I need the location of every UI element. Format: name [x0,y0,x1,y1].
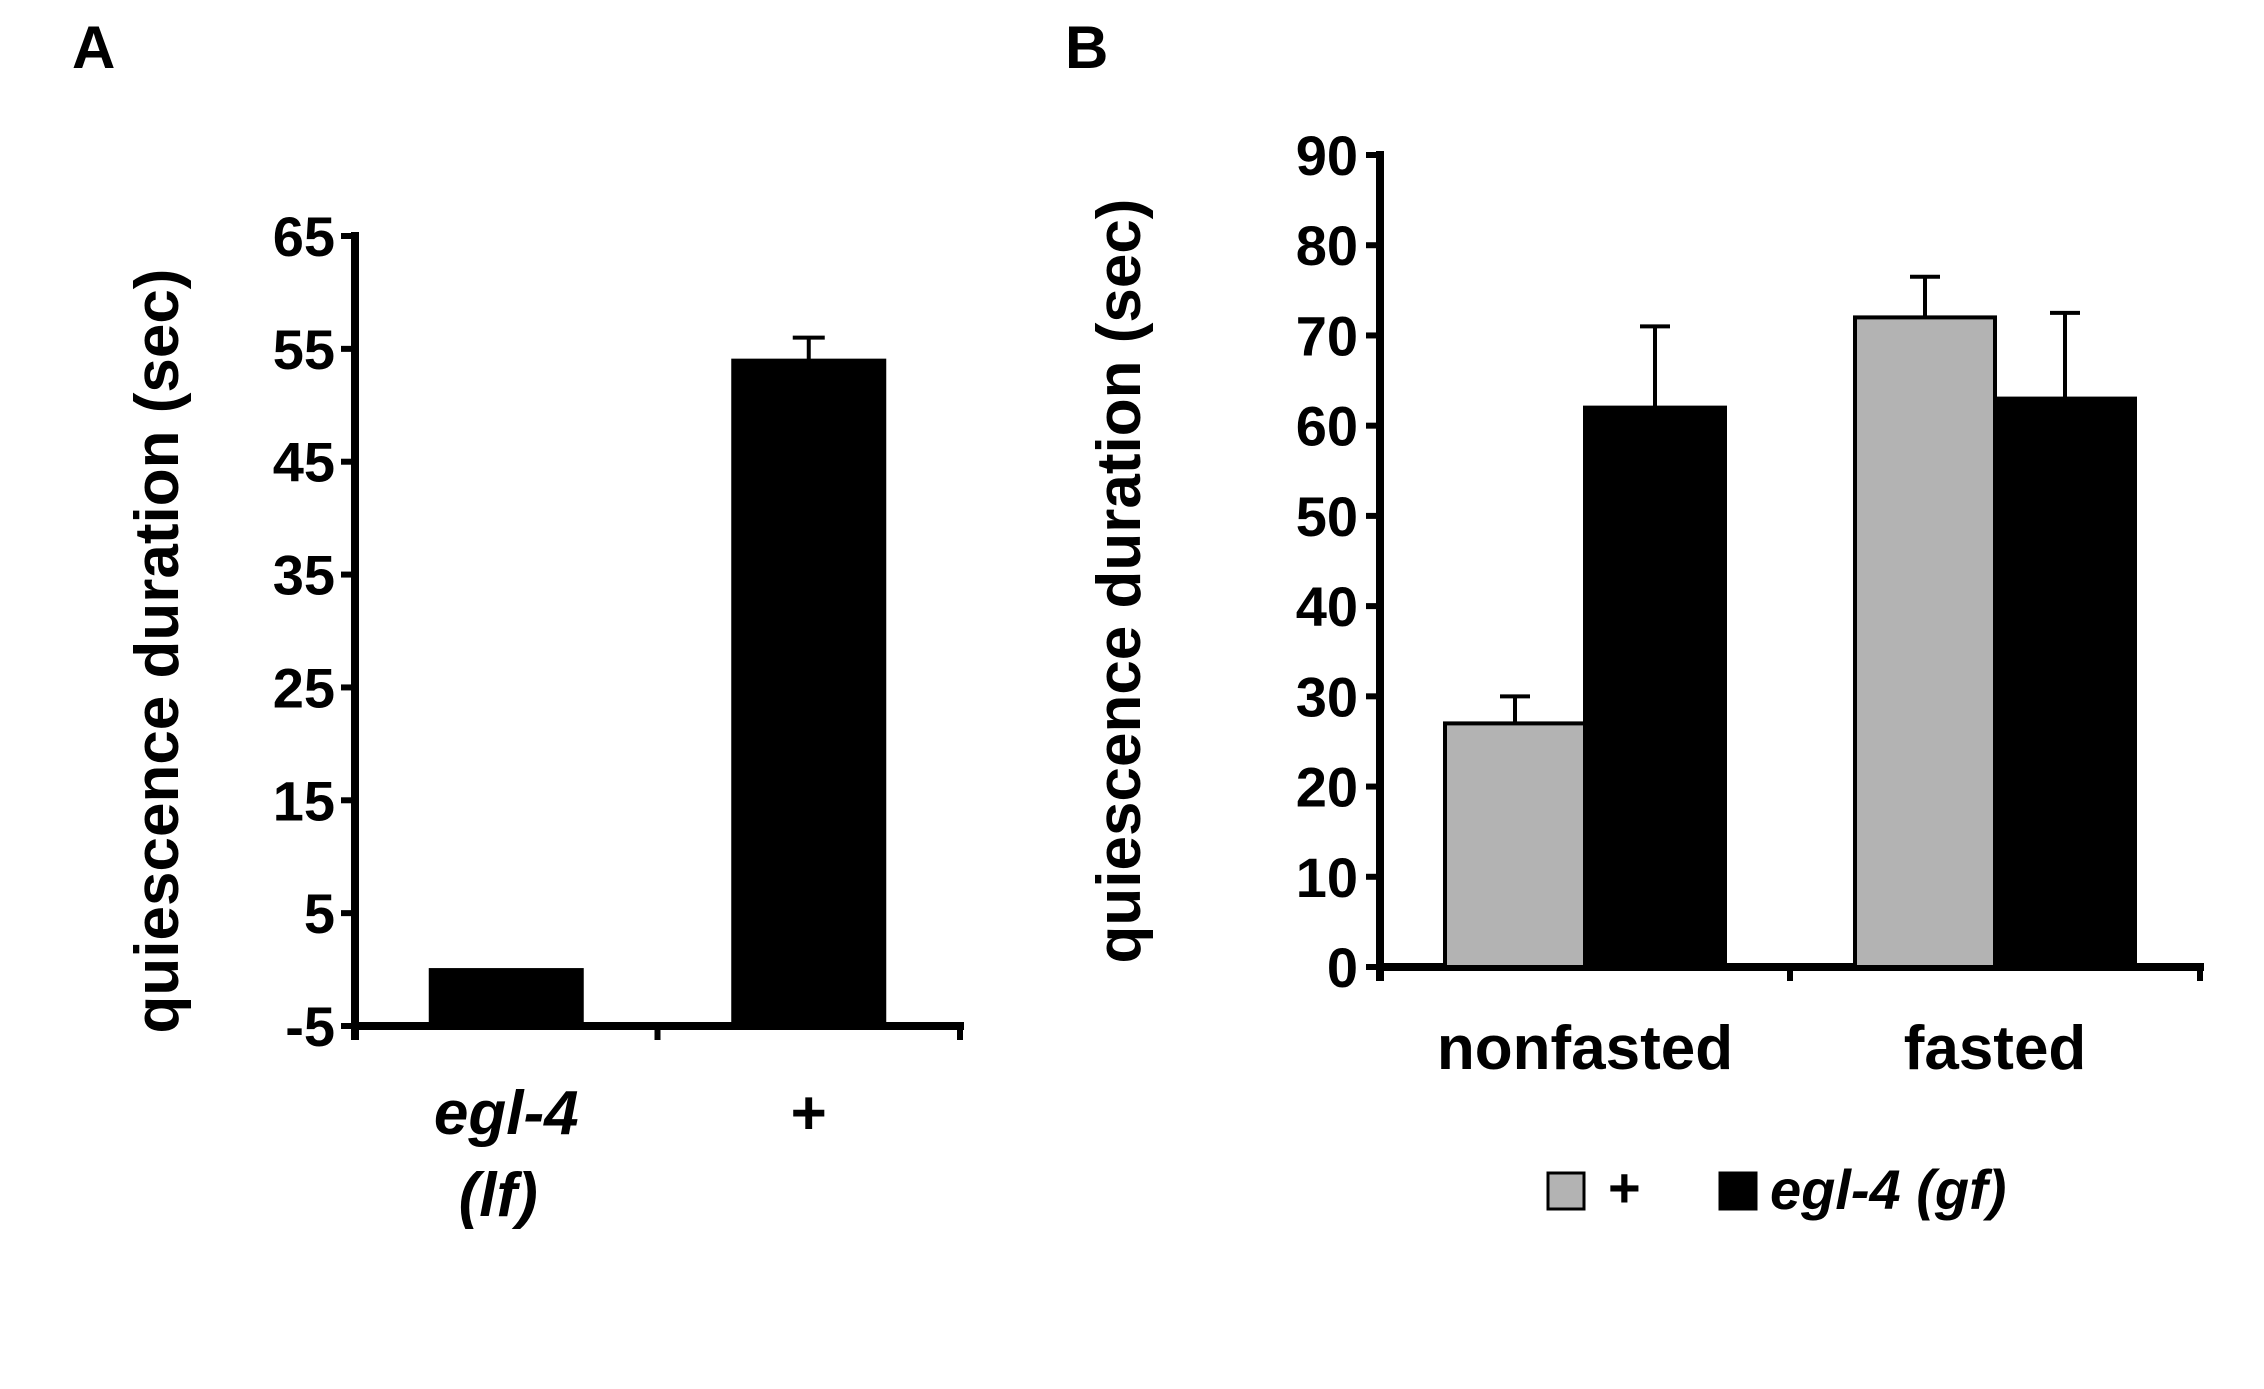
chart-b: 90 80 70 60 50 40 30 20 10 0 nonfasted fasted quiesc… [1085,124,2204,1221]
y-tick-label: 25 [273,656,335,719]
y-tick-label: 35 [273,544,335,607]
y-tick-label: 65 [273,205,335,268]
panel-a-letter: A [72,14,115,81]
y-tick-label: 70 [1296,304,1358,367]
y-tick-label: 50 [1296,485,1358,548]
y-tick-label: 0 [1327,936,1358,999]
y-tick-label: 30 [1296,665,1358,728]
y-tick-label: 10 [1296,846,1358,909]
y-tick-label: 40 [1296,575,1358,638]
bar [1583,405,1727,970]
bar [1993,396,2137,970]
x-category-label: + [791,1079,827,1148]
legend-swatch [1546,1171,1586,1211]
legend-label: egl-4 (gf) [1770,1158,2006,1221]
bar [1443,721,1587,970]
y-tick-label: 5 [304,882,335,945]
x-category-label: fasted [1904,1014,2087,1083]
y-tick-label: 20 [1296,756,1358,819]
x-category-label-line2: (lf) [459,1161,538,1230]
bar [428,968,584,1028]
bar [731,358,887,1028]
y-tick-label: -5 [285,995,335,1058]
legend-swatch [1718,1171,1758,1211]
x-category-label: egl-4 [434,1079,579,1148]
y-tick-label: 55 [273,318,335,381]
y-axis-label: quiescence duration (sec) [1085,199,1154,964]
y-tick-label: 15 [273,769,335,832]
y-axis-label: quiescence duration (sec) [123,269,192,1034]
y-tick-label: 80 [1296,214,1358,277]
panel-b-letter: B [1065,14,1108,81]
y-tick-label: 60 [1296,395,1358,458]
y-tick-label: 45 [273,431,335,494]
chart-a: 65 55 45 35 25 15 5 -5 egl-4 (lf) + quiescence dura… [123,205,964,1230]
y-tick-label: 90 [1296,124,1358,187]
bar [1853,315,1997,969]
legend-label: + [1608,1156,1641,1219]
x-category-label: nonfasted [1437,1014,1733,1083]
